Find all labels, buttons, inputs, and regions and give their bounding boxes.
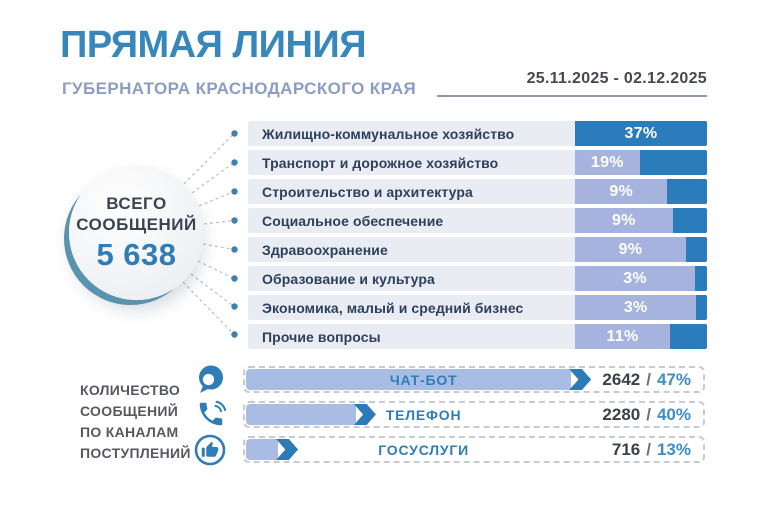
channel-percent: 13% (656, 439, 691, 459)
category-bar-fill (667, 179, 707, 204)
channel-percent: 47% (656, 369, 691, 389)
category-label: Прочие вопросы (262, 328, 381, 345)
category-row: Образование и культура 3% (248, 266, 707, 291)
channel-label: ТЕЛЕФОН (385, 406, 462, 423)
gosuslugi-thumb-icon (194, 434, 226, 466)
channel-bar-fill (246, 369, 592, 390)
total-label-line1: ВСЕГО (106, 193, 167, 213)
category-label: Образование и культура (262, 270, 435, 287)
channel-bar-fill (246, 439, 299, 460)
category-row: Экономика, малый и средний бизнес 3% (248, 295, 707, 320)
channel-bar-fill (246, 404, 376, 425)
category-percent: 11% (606, 327, 639, 345)
category-percent: 19% (590, 153, 624, 171)
channel-row-phone: ТЕЛЕФОН 2280 / 40% (243, 401, 705, 428)
channels-section-label-line: СООБЩЕНИЙ (80, 403, 179, 419)
channel-row-chat-bot: ЧАТ-БОТ 2642 / 47% (243, 366, 705, 393)
channel-value: 2280 / 40% (602, 403, 691, 426)
category-percent: 3% (623, 298, 648, 316)
chevron-right-icon (569, 369, 592, 390)
channel-row-gosuslugi: ГОСУСЛУГИ 716 / 13% (243, 436, 705, 463)
category-bar-track: 37% (575, 121, 707, 146)
channel-separator: / (646, 404, 651, 424)
category-row: Здравоохранение 9% (248, 237, 707, 262)
channels-section-label-line: ПО КАНАЛАМ (80, 424, 179, 440)
channel-label: ГОСУСЛУГИ (378, 441, 469, 458)
page-title: ПРЯМАЯ ЛИНИЯ (60, 24, 367, 66)
category-bar-track: 9% (575, 208, 707, 233)
chevron-right-icon (276, 439, 299, 460)
category-row: Транспорт и дорожное хозяйство 19% (248, 150, 707, 175)
channels-section-label-line: КОЛИЧЕСТВО (80, 382, 181, 398)
category-bar-fill (672, 208, 707, 233)
category-row: Прочие вопросы 11% (248, 324, 707, 349)
category-percent: 9% (611, 211, 636, 229)
category-bar-track: 3% (575, 295, 707, 320)
channel-count: 2280 (602, 404, 641, 424)
category-row: Строительство и архитектура 9% (248, 179, 707, 204)
category-label: Социальное обеспечение (262, 212, 444, 229)
categories-list: Жилищно-коммунальное хозяйство 37% Транс… (248, 121, 707, 349)
chat-bot-icon (199, 365, 223, 393)
category-label: Строительство и архитектура (262, 183, 473, 200)
category-label: Экономика, малый и средний бизнес (262, 299, 524, 316)
chevron-right-icon (353, 404, 376, 425)
category-percent: 9% (618, 240, 643, 258)
page-subtitle: ГУБЕРНАТОРА КРАСНОДАРСКОГО КРАЯ (62, 79, 417, 98)
category-bar-fill (685, 237, 707, 262)
channel-value: 716 / 13% (612, 438, 691, 461)
category-percent: 9% (609, 182, 634, 200)
channel-count: 716 (611, 439, 641, 459)
category-bar-track: 3% (575, 266, 707, 291)
category-bar-track: 9% (575, 237, 707, 262)
category-label: Транспорт и дорожное хозяйство (262, 154, 499, 171)
category-label: Жилищно-коммунальное хозяйство (262, 125, 515, 142)
category-row: Жилищно-коммунальное хозяйство 37% (248, 121, 707, 146)
total-messages-value: 5 638 (96, 236, 177, 272)
category-bar-track: 9% (575, 179, 707, 204)
category-percent: 3% (623, 269, 647, 287)
channel-count: 2642 (602, 369, 641, 389)
channel-separator: / (646, 439, 651, 459)
total-messages-circle: ВСЕГО СООБЩЕНИЙ 5 638 (69, 165, 204, 300)
category-bar-fill (575, 121, 707, 146)
category-bar-fill (639, 150, 707, 175)
category-row: Социальное обеспечение 9% (248, 208, 707, 233)
channels-section-label-line: ПОСТУПЛЕНИЙ (80, 445, 191, 461)
category-percent: 37% (624, 124, 658, 142)
phone-icon (199, 400, 226, 426)
channel-percent: 40% (656, 404, 691, 424)
channel-value: 2642 / 47% (602, 368, 691, 391)
category-bar-fill (696, 295, 707, 320)
channel-label: ЧАТ-БОТ (389, 371, 458, 388)
channel-separator: / (646, 369, 651, 389)
category-label: Здравоохранение (262, 241, 388, 258)
date-range: 25.11.2025 - 02.12.2025 (526, 70, 707, 87)
category-bar-fill (695, 266, 707, 291)
category-bar-track: 19% (575, 150, 707, 175)
category-bar-fill (670, 324, 707, 349)
header-divider (437, 95, 707, 97)
channels-section-label: КОЛИЧЕСТВО СООБЩЕНИЙ ПО КАНАЛАМ ПОСТУПЛЕ… (80, 380, 191, 464)
total-label-line2: СООБЩЕНИЙ (76, 214, 197, 234)
category-bar-track: 11% (575, 324, 707, 349)
